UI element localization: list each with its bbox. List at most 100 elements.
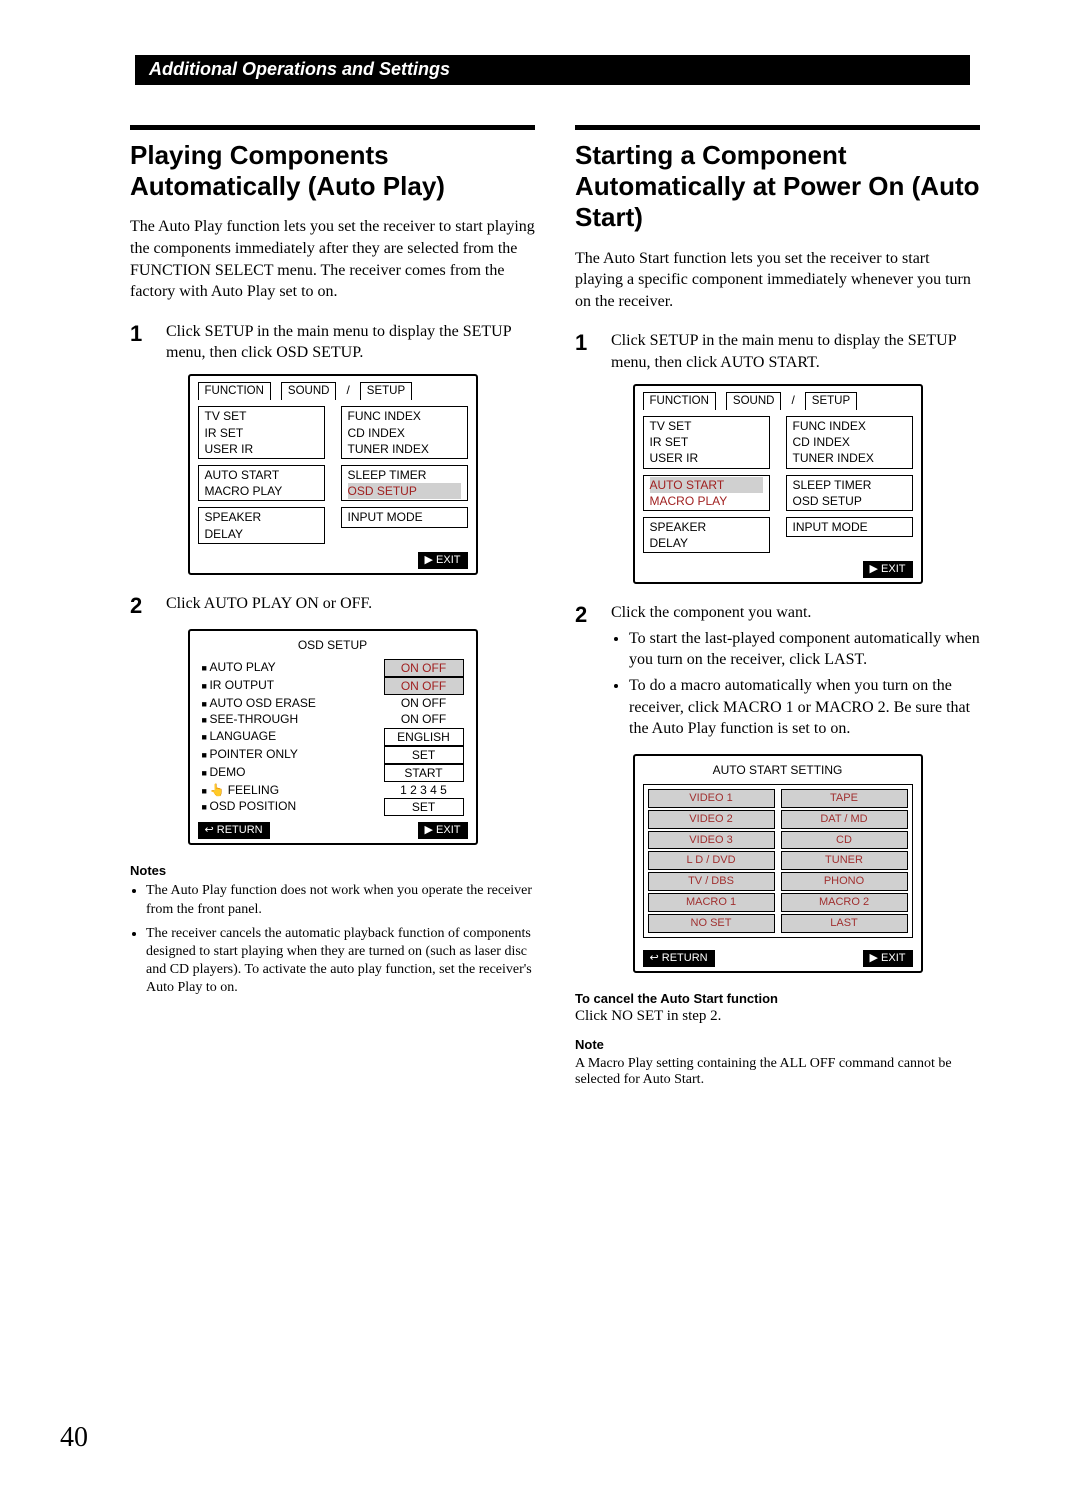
row: CD INDEX xyxy=(793,434,906,450)
exit-button: ▶ EXIT xyxy=(418,822,468,839)
exit-button: ▶ EXIT xyxy=(863,950,913,967)
component-grid: VIDEO 1 VIDEO 2 VIDEO 3 L D / DVD TV / D… xyxy=(643,784,913,938)
row: SPEAKER xyxy=(650,519,763,535)
row: OSD SETUP xyxy=(793,493,906,509)
right-intro: The Auto Start function lets you set the… xyxy=(575,248,980,313)
cell: DAT / MD xyxy=(781,810,908,829)
return-button: ↩ RETURN xyxy=(643,950,715,967)
val: 1 2 3 4 5 xyxy=(384,782,464,798)
label: SEE-THROUGH xyxy=(202,711,299,727)
row: FUNC INDEX xyxy=(793,418,906,434)
row: INPUT MODE xyxy=(348,509,461,525)
setup-menu-osd: FUNCTION SOUND / SETUP TV SET IR SET USE… xyxy=(188,374,478,575)
step-text: Click SETUP in the main menu to display … xyxy=(166,321,535,364)
right-step-1: 1 Click SETUP in the main menu to displa… xyxy=(575,330,980,373)
cell: L D / DVD xyxy=(648,851,775,870)
val: ON OFF xyxy=(384,677,464,695)
left-intro: The Auto Play function lets you set the … xyxy=(130,216,535,302)
step-number: 1 xyxy=(130,321,152,364)
tab-function: FUNCTION xyxy=(198,382,271,401)
osd-title: AUTO START SETTING xyxy=(643,762,913,778)
label: OSD POSITION xyxy=(202,798,297,816)
grp: TV SET IR SET USER IR xyxy=(198,406,325,459)
row: USER IR xyxy=(205,441,318,457)
row: FUNC INDEX xyxy=(348,408,461,424)
step-text: Click the component you want. To start t… xyxy=(611,602,980,744)
cell: VIDEO 1 xyxy=(648,789,775,808)
cell: VIDEO 2 xyxy=(648,810,775,829)
slash: / xyxy=(791,392,794,411)
left-step-2: 2 Click AUTO PLAY ON or OFF. xyxy=(130,593,535,619)
tab-function: FUNCTION xyxy=(643,392,716,411)
label: POINTER ONLY xyxy=(202,746,298,764)
row: SPEAKER xyxy=(205,509,318,525)
label: AUTO PLAY xyxy=(202,659,276,677)
val: ENGLISH xyxy=(384,728,464,746)
row: DELAY xyxy=(205,526,318,542)
val: ON OFF xyxy=(384,695,464,711)
step-text: Click SETUP in the main menu to display … xyxy=(611,330,980,373)
cancel-heading: To cancel the Auto Start function xyxy=(575,991,980,1006)
row: TV SET xyxy=(650,418,763,434)
cell: MACRO 2 xyxy=(781,893,908,912)
rule xyxy=(575,125,980,130)
row: AUTO START xyxy=(205,467,318,483)
tab-setup: SETUP xyxy=(360,382,412,401)
row: SLEEP TIMER xyxy=(793,477,906,493)
val: SET xyxy=(384,746,464,764)
note-item: The receiver cancels the automatic playb… xyxy=(146,925,535,998)
cancel-text: Click NO SET in step 2. xyxy=(575,1008,980,1025)
cell: TAPE xyxy=(781,789,908,808)
step-text: Click AUTO PLAY ON or OFF. xyxy=(166,593,535,619)
note-text: A Macro Play setting containing the ALL … xyxy=(575,1056,980,1088)
notes-heading: Notes xyxy=(130,863,535,878)
cell: NO SET xyxy=(648,914,775,933)
row: IR SET xyxy=(650,434,763,450)
step-number: 1 xyxy=(575,330,597,373)
row: MACRO PLAY xyxy=(205,483,318,499)
label: LANGUAGE xyxy=(202,728,277,746)
left-column: Playing Components Automatically (Auto P… xyxy=(130,125,535,1088)
cell: PHONO xyxy=(781,872,908,891)
row: TUNER INDEX xyxy=(793,450,906,466)
section-header: Additional Operations and Settings xyxy=(135,55,970,85)
rule xyxy=(130,125,535,130)
label: 👆 FEELING xyxy=(202,782,280,798)
grp: SPEAKER DELAY xyxy=(198,507,325,543)
cell: LAST xyxy=(781,914,908,933)
row: CD INDEX xyxy=(348,425,461,441)
setup-menu-osd-right: FUNCTION SOUND / SETUP TV SET IR SET USE… xyxy=(633,384,923,585)
cell: CD xyxy=(781,831,908,850)
grp: SLEEP TIMER OSD SETUP xyxy=(341,465,468,501)
tab-sound: SOUND xyxy=(726,392,782,411)
grp: AUTO START MACRO PLAY xyxy=(198,465,325,501)
step-lead: Click the component you want. xyxy=(611,604,811,621)
cell: TV / DBS xyxy=(648,872,775,891)
auto-start-setting-osd: AUTO START SETTING VIDEO 1 VIDEO 2 VIDEO… xyxy=(633,754,923,973)
right-step-2: 2 Click the component you want. To start… xyxy=(575,602,980,744)
left-title: Playing Components Automatically (Auto P… xyxy=(130,140,535,202)
val: ON OFF xyxy=(384,711,464,727)
cell: MACRO 1 xyxy=(648,893,775,912)
osd-setup-panel: OSD SETUP AUTO PLAY ON OFF IR OUTPUT ON OF… xyxy=(188,629,478,846)
exit-button: ▶ EXIT xyxy=(863,561,913,578)
label: IR OUTPUT xyxy=(202,677,275,695)
osd-title: OSD SETUP xyxy=(198,637,468,653)
row: INPUT MODE xyxy=(793,519,906,535)
return-button: ↩ RETURN xyxy=(198,822,270,839)
bullet: To do a macro automatically when you tur… xyxy=(629,675,980,740)
val: ON OFF xyxy=(384,659,464,677)
row: MACRO PLAY xyxy=(650,493,763,509)
row-highlight: OSD SETUP xyxy=(348,483,461,499)
tab-setup: SETUP xyxy=(805,392,857,411)
step-number: 2 xyxy=(575,602,597,744)
note-item: The Auto Play function does not work whe… xyxy=(146,882,535,918)
exit-button: ▶ EXIT xyxy=(418,552,468,569)
val: SET xyxy=(384,798,464,816)
grp: FUNC INDEX CD INDEX TUNER INDEX xyxy=(341,406,468,459)
label: AUTO OSD ERASE xyxy=(202,695,316,711)
row: SLEEP TIMER xyxy=(348,467,461,483)
note-heading: Note xyxy=(575,1037,980,1052)
row: TUNER INDEX xyxy=(348,441,461,457)
right-column: Starting a Component Automatically at Po… xyxy=(575,125,980,1088)
